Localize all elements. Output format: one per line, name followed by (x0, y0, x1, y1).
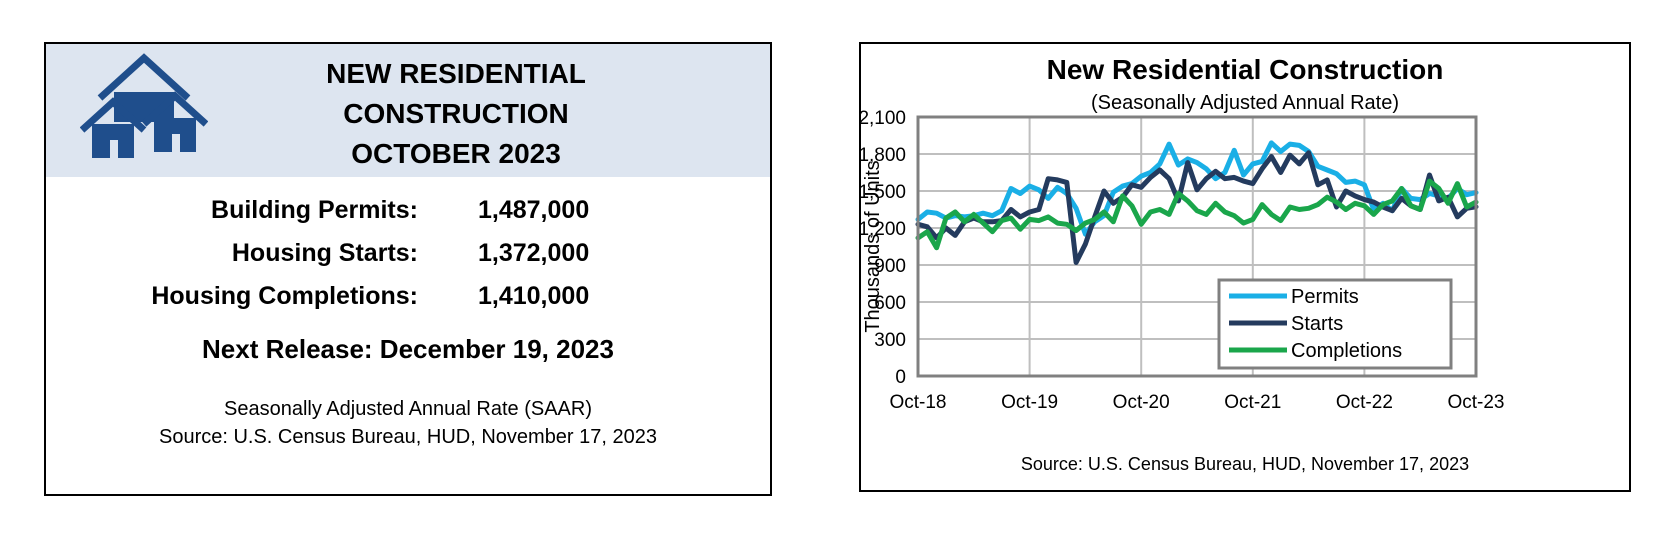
housing-completions-label: Housing Completions: (151, 282, 418, 310)
y-tick-label: 1,200 (861, 219, 906, 240)
building-permits-label: Building Permits: (211, 196, 418, 224)
next-release: Next Release: December 19, 2023 (202, 334, 614, 364)
legend-label: Completions (1291, 340, 1402, 362)
x-tick-label: Oct-20 (1113, 392, 1170, 413)
housing-starts-label: Housing Starts: (231, 239, 418, 267)
chart-title: New Residential Construction (1046, 54, 1444, 85)
y-tick-label: 1,500 (861, 182, 906, 203)
y-tick-label: 1,800 (861, 145, 906, 166)
building-permits-value: 1,487,000 (478, 196, 590, 224)
plot-area-frame (916, 115, 1478, 378)
y-tick-label: 0 (895, 367, 906, 388)
summary-panel: NEW RESIDENTIAL CONSTRUCTION OCTOBER 202… (44, 42, 772, 496)
saar-note: Seasonally Adjusted Annual Rate (SAAR) (224, 398, 592, 420)
legend-label: Starts (1291, 313, 1343, 335)
chart-source: Source: U.S. Census Bureau, HUD, Novembe… (1020, 454, 1470, 474)
summary-source: Source: U.S. Census Bureau, HUD, Novembe… (158, 426, 658, 448)
y-tick-label: 2,100 (861, 108, 906, 129)
housing-starts-value: 1,372,000 (478, 239, 590, 267)
y-tick-label: 600 (874, 293, 906, 314)
y-tick-label: 300 (874, 330, 906, 351)
x-tick-label: Oct-18 (889, 392, 946, 413)
summary-title-line: CONSTRUCTION (343, 98, 569, 129)
x-tick-label: Oct-22 (1336, 392, 1393, 413)
legend-label: Permits (1291, 286, 1359, 308)
x-tick-label: Oct-23 (1447, 392, 1504, 413)
summary-title: NEW RESIDENTIAL CONSTRUCTION OCTOBER 202… (166, 54, 746, 174)
x-axis-ticks: Oct-18 Oct-19 Oct-20 Oct-21 Oct-22 Oct-23 (889, 392, 1504, 413)
summary-title-line: OCTOBER 2023 (351, 138, 561, 169)
y-axis-ticks: 0 300 600 900 1,200 1,500 1,800 2,100 (861, 108, 906, 388)
chart-legend: Permits Starts Completions (1217, 278, 1453, 370)
y-tick-label: 900 (874, 256, 906, 277)
chart-series (915, 140, 1479, 265)
x-tick-label: Oct-19 (1001, 392, 1058, 413)
y-axis-label: Thousands of Units (862, 160, 884, 332)
housing-completions-value: 1,410,000 (478, 282, 590, 310)
series-line-completions (915, 178, 1479, 251)
chart-subtitle: (Seasonally Adjusted Annual Rate) (1091, 92, 1399, 114)
houses-icon (80, 53, 208, 158)
chart-panel: New Residential Construction (Seasonally… (859, 42, 1631, 492)
x-tick-label: Oct-21 (1224, 392, 1281, 413)
summary-title-line: NEW RESIDENTIAL (326, 58, 586, 89)
